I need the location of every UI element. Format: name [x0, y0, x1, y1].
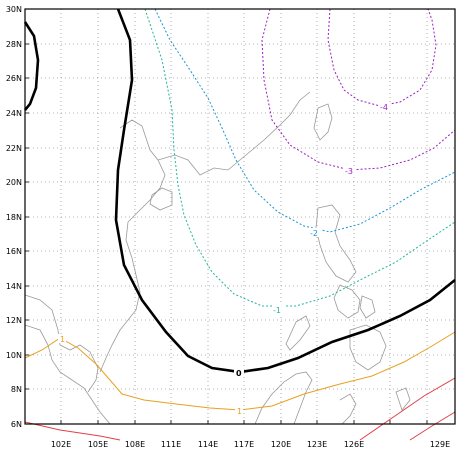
y-tick-label: 30N [6, 5, 22, 14]
contour-label: 0 [236, 369, 242, 378]
contour-neg2 [154, 8, 456, 233]
y-tick-label: 18N [6, 213, 22, 222]
x-tick-label: 129E [430, 440, 450, 449]
contour-pos3-right [409, 411, 456, 441]
grid-lines [25, 9, 455, 424]
contour-pos2-right [359, 377, 456, 441]
plot-area: -4 -3 -2 -1 0 1 1 [23, 8, 456, 441]
contour-label: -1 [273, 306, 281, 315]
y-tick-label: 12N [6, 316, 22, 325]
y-tick-label: 10N [6, 351, 22, 360]
contour-label: 1 [237, 407, 242, 416]
x-tick-label: 114E [198, 440, 218, 449]
x-tick-label: 102E [51, 440, 71, 449]
y-tick-label: 14N [6, 282, 22, 291]
contour-label: -4 [380, 103, 388, 112]
contour-neg3 [261, 8, 456, 171]
contour-label: 1 [60, 335, 65, 344]
contours [23, 8, 456, 441]
x-tick-label: 108E [125, 440, 145, 449]
contour-neg4 [327, 8, 437, 107]
x-axis-labels: 102E 105E 108E 111E 114E 117E 120E 123E … [51, 440, 450, 449]
x-tick-label: 105E [88, 440, 108, 449]
contour-neg1 [144, 8, 456, 307]
x-tick-label: 117E [234, 440, 254, 449]
y-tick-label: 26N [6, 74, 22, 83]
y-tick-label: 24N [6, 109, 22, 118]
x-tick-label: 120E [271, 440, 291, 449]
coastlines [24, 91, 411, 425]
contour-zero [114, 8, 456, 374]
y-tick-label: 22N [6, 144, 22, 153]
y-tick-label: 16N [6, 247, 22, 256]
x-tick-label: 111E [161, 440, 181, 449]
y-tick-label: 28N [6, 40, 22, 49]
x-tick-label: 123E [307, 440, 327, 449]
y-tick-label: 8N [11, 385, 22, 394]
contour-zero-left [23, 21, 40, 111]
y-axis-labels: 30N 28N 26N 24N 22N 20N 18N 16N 14N 12N … [6, 5, 22, 429]
contour-pos2 [24, 421, 121, 441]
y-tick-label: 6N [11, 420, 22, 429]
contour-label: -2 [310, 229, 318, 238]
axis-ticks [25, 8, 428, 425]
contour-labels: -4 -3 -2 -1 0 1 1 [58, 102, 391, 416]
contour-label: -3 [345, 167, 353, 176]
x-tick-label: 126E [344, 440, 364, 449]
y-tick-label: 20N [6, 178, 22, 187]
contour-pos1 [24, 331, 456, 411]
plot-frame [24, 8, 456, 425]
